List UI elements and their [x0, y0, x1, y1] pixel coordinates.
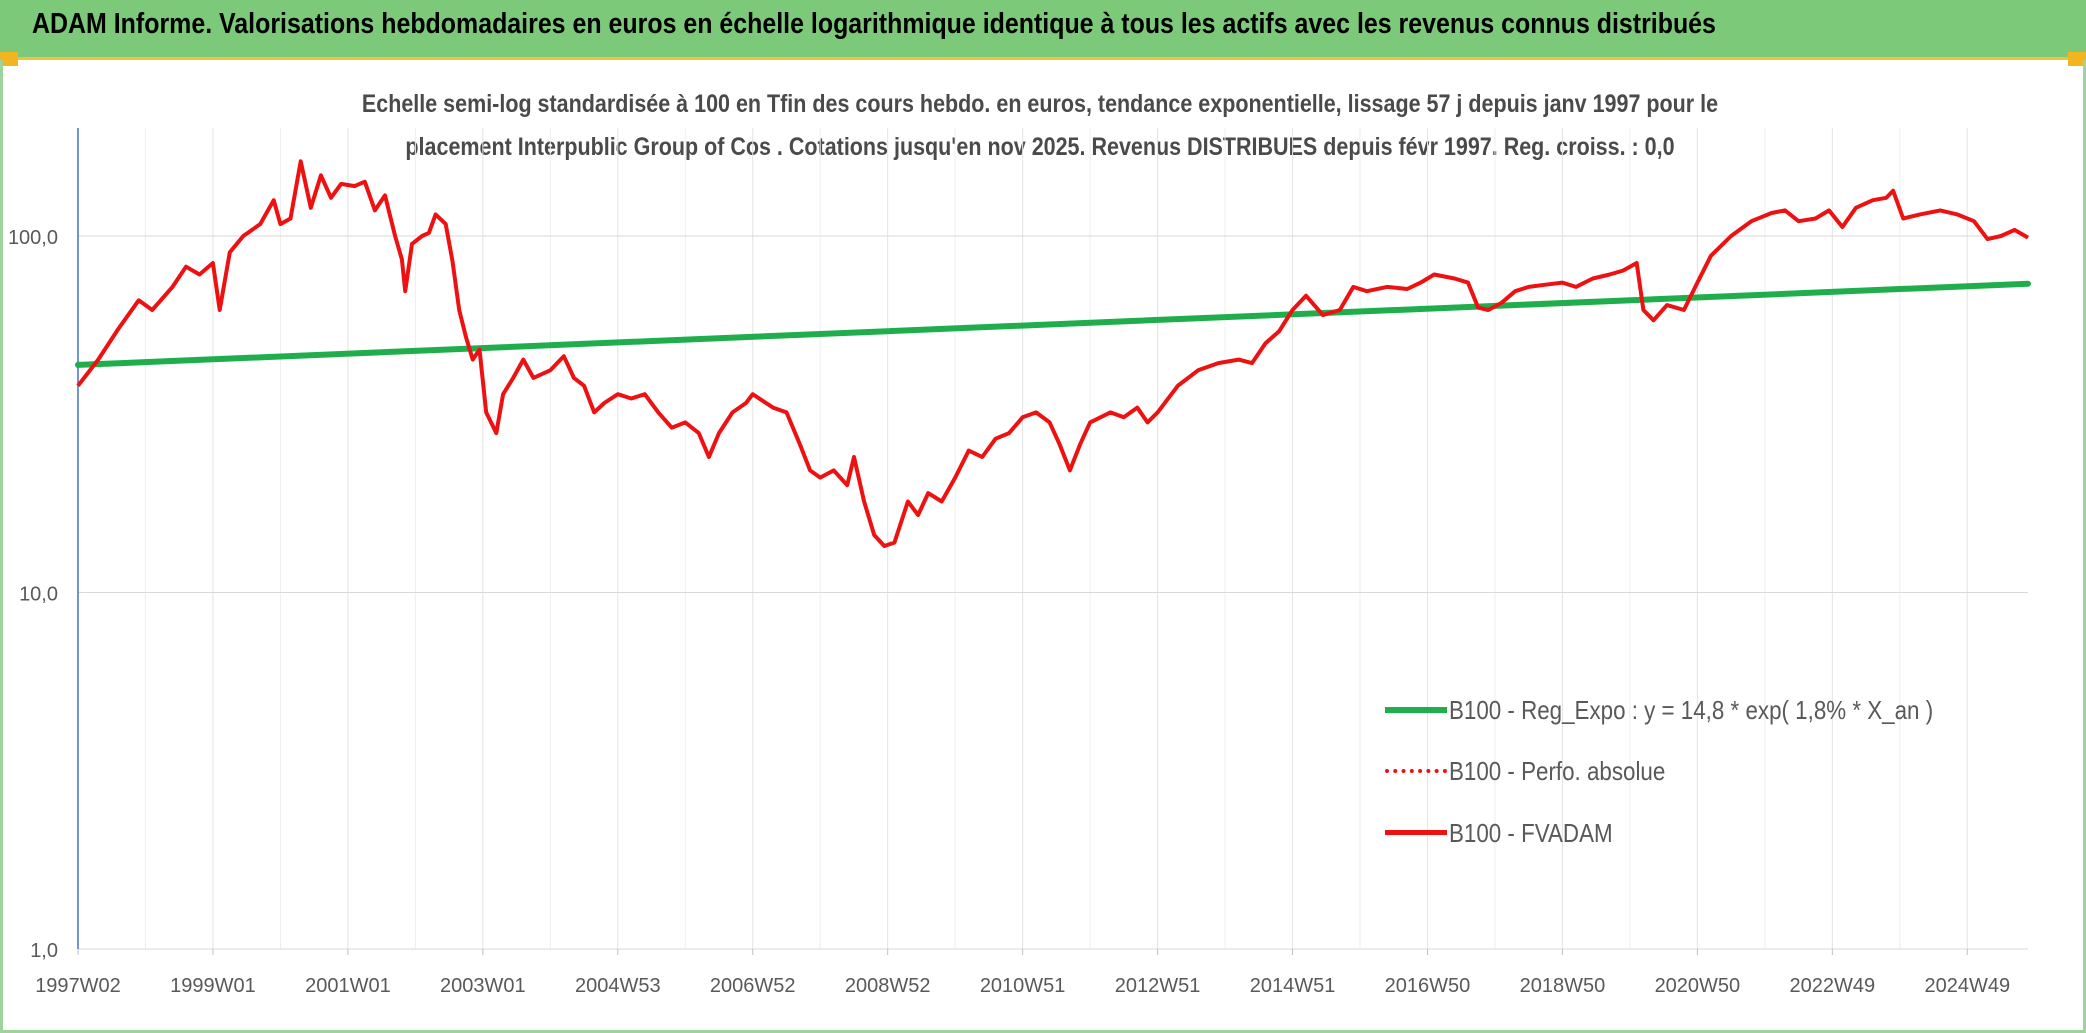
x-tick-label: 1997W02: [35, 975, 121, 997]
report-title: ADAM Informe. Valorisations hebdomadaire…: [32, 8, 1716, 40]
y-tick-label: 1,0: [30, 940, 58, 962]
chart-frame: [0, 60, 2086, 1033]
x-tick-label: 1999W01: [170, 975, 256, 997]
x-tick-label: 2016W50: [1385, 975, 1471, 997]
chart-title-line-1: Echelle semi-log standardisée à 100 en T…: [361, 90, 1719, 118]
x-tick-label: 2004W53: [575, 975, 661, 997]
x-tick-label: 2014W51: [1250, 975, 1336, 997]
x-tick-label: 2008W52: [845, 975, 931, 997]
x-tick-label: 2022W49: [1790, 975, 1876, 997]
legend-swatch-fvadam: [1385, 830, 1447, 835]
legend-label-perfo: B100 - Perfo. absolue: [1449, 756, 1666, 786]
x-tick-label: 2018W50: [1520, 975, 1606, 997]
x-tick-label: 2003W01: [440, 975, 526, 997]
corner-accent-left: [0, 52, 18, 66]
x-tick-label: 2006W52: [710, 975, 796, 997]
x-tick-label: 2024W49: [1924, 975, 2010, 997]
x-tick-label: 2001W01: [305, 975, 391, 997]
y-tick-label: 100,0: [8, 227, 58, 249]
fvadam-line: [76, 159, 2029, 548]
x-tick-label: 2010W51: [980, 975, 1066, 997]
legend-label-fvadam: B100 - FVADAM: [1449, 818, 1613, 848]
chart-title-line-2: placement Interpublic Group of Cos . Cot…: [405, 133, 1675, 161]
corner-accent-right: [2068, 52, 2086, 66]
legend-label-trend: B100 - Reg_Expo : y = 14,8 * exp( 1,8% *…: [1449, 695, 1934, 725]
legend-swatch-trend: [1385, 707, 1447, 713]
y-tick-label: 10,0: [19, 584, 58, 606]
x-tick-label: 2012W51: [1115, 975, 1201, 997]
trend-line: [75, 280, 2031, 368]
x-tick-label: 2020W50: [1655, 975, 1741, 997]
report-banner: ADAM Informe. Valorisations hebdomadaire…: [0, 0, 2086, 60]
legend-swatch-perfo: [1385, 769, 1447, 773]
